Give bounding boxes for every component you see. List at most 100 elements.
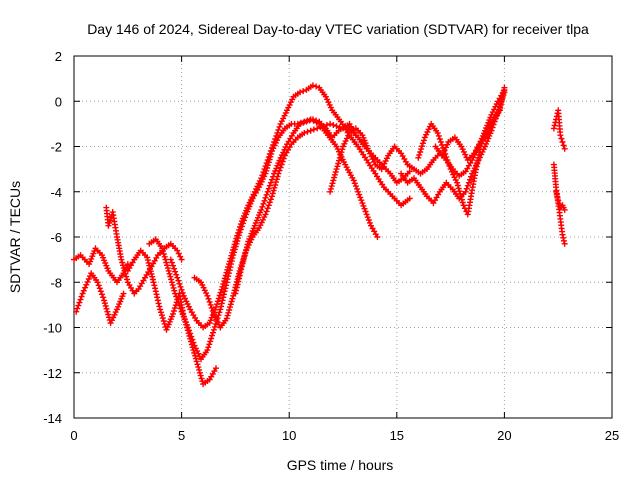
data-point-marker (553, 188, 559, 195)
data-point-marker (436, 136, 443, 142)
data-point-marker (105, 311, 112, 318)
data-point-marker (457, 191, 464, 197)
data-point-marker (323, 122, 330, 128)
data-point-marker (557, 132, 564, 139)
data-point-marker (365, 217, 372, 223)
data-point-marker (434, 129, 441, 136)
data-point-marker (238, 263, 245, 270)
data-point-marker (228, 298, 235, 305)
y-tick-label: -8 (50, 275, 62, 290)
data-point-marker (275, 126, 282, 133)
data-point-marker (170, 262, 176, 269)
data-point-marker (83, 281, 90, 288)
data-point-marker (357, 194, 364, 201)
data-point-marker (485, 135, 492, 142)
data-point-marker (213, 304, 219, 311)
data-point-marker (160, 318, 167, 324)
data-point-marker (167, 273, 174, 280)
data-point-marker (262, 194, 269, 201)
data-point-marker (406, 195, 413, 202)
series-3 (103, 204, 185, 297)
data-point-marker (267, 196, 274, 203)
data-point-marker (259, 172, 266, 179)
data-point-marker (237, 221, 244, 228)
data-point-marker (221, 275, 228, 282)
data-point-marker (157, 306, 164, 313)
data-point-marker (187, 330, 194, 337)
data-point-marker (82, 284, 89, 291)
data-point-marker (195, 364, 202, 371)
data-point-marker (307, 127, 314, 134)
data-point-marker (209, 332, 215, 339)
data-point-marker (213, 365, 219, 372)
data-point-marker (339, 146, 346, 153)
data-point-marker (260, 200, 267, 207)
data-point-marker (374, 234, 381, 240)
data-point-marker (272, 136, 279, 142)
data-point-marker (260, 169, 267, 176)
x-tick-labels: 0 5 10 15 20 25 (70, 428, 619, 443)
data-point-marker (329, 180, 336, 187)
y-tick-label: 0 (55, 94, 62, 109)
x-tick-label: 15 (390, 428, 404, 443)
data-point-marker (211, 323, 218, 330)
data-point-marker (206, 298, 213, 305)
data-point-marker (313, 83, 320, 90)
data-point-marker (458, 193, 465, 200)
data-point-marker (160, 248, 166, 255)
data-point-marker (437, 139, 444, 145)
data-point-marker (330, 122, 337, 128)
series-8 (232, 116, 413, 297)
data-point-marker (177, 305, 184, 312)
data-point-marker (269, 190, 276, 197)
data-point-marker (76, 299, 83, 306)
data-point-marker (74, 305, 81, 312)
data-point-marker (176, 280, 183, 287)
data-point-marker (101, 300, 108, 307)
data-point-marker (198, 375, 205, 382)
data-point-marker (75, 302, 82, 309)
data-point-marker (78, 293, 85, 300)
data-series (71, 82, 568, 388)
data-point-marker (229, 249, 236, 256)
data-point-marker (269, 176, 275, 183)
data-point-marker (209, 307, 216, 314)
data-point-marker (280, 155, 287, 162)
data-point-marker (220, 291, 227, 298)
data-point-marker (445, 160, 452, 167)
x-tick-label: 10 (282, 428, 296, 443)
data-point-marker (234, 232, 241, 239)
data-point-marker (204, 292, 211, 299)
data-point-marker (278, 161, 285, 168)
data-point-marker (258, 206, 265, 213)
data-point-marker (439, 142, 445, 148)
data-point-marker (331, 171, 338, 178)
data-point-marker (101, 297, 108, 304)
data-point-marker (227, 304, 233, 311)
data-point-marker (167, 256, 174, 263)
series-10 (398, 89, 508, 207)
data-point-marker (173, 271, 180, 278)
data-point-marker (80, 287, 87, 294)
data-point-marker (216, 309, 223, 316)
data-point-marker (336, 157, 342, 164)
data-point-marker (197, 372, 204, 379)
data-point-marker (174, 274, 181, 281)
data-point-marker (124, 261, 131, 268)
y-tick-label: 2 (55, 49, 62, 64)
data-point-marker (108, 317, 115, 324)
y-tick-label: -12 (43, 366, 62, 381)
data-point-marker (224, 312, 231, 319)
data-point-marker (558, 135, 565, 142)
data-point-marker (172, 290, 179, 297)
data-point-marker (419, 143, 425, 150)
data-point-marker (271, 184, 278, 191)
data-point-marker (351, 180, 358, 187)
data-point-marker (171, 265, 178, 272)
data-point-marker (454, 179, 461, 186)
data-point-marker (306, 117, 313, 124)
data-point-marker (207, 301, 214, 308)
data-point-marker (218, 286, 225, 293)
data-point-marker (261, 197, 268, 204)
data-point-marker (336, 154, 343, 161)
